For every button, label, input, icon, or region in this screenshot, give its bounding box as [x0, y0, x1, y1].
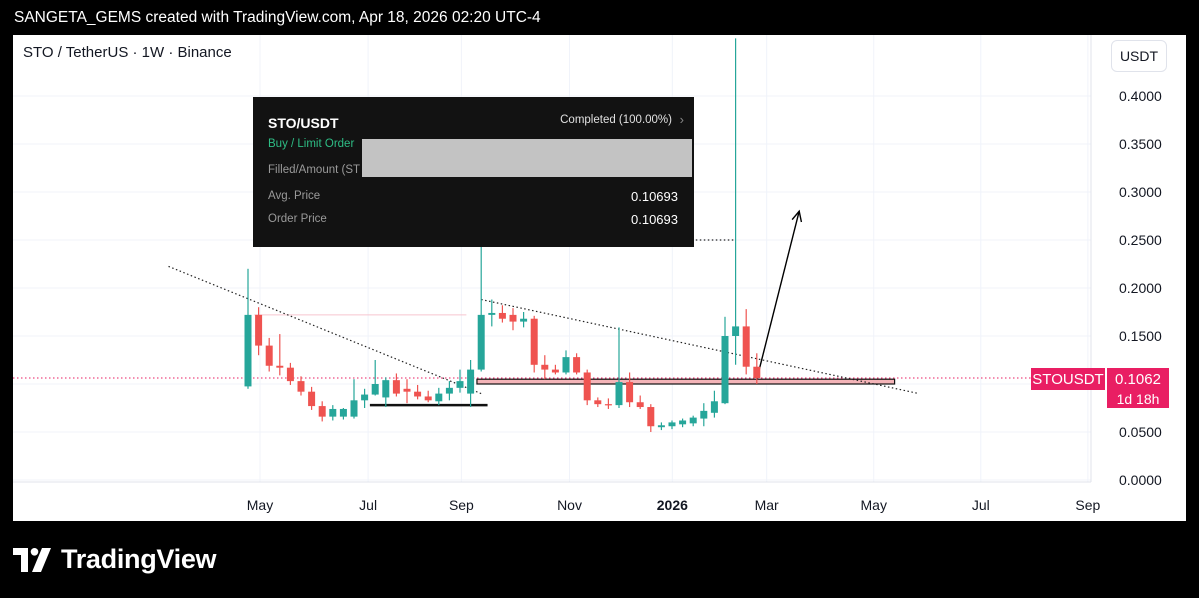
x-tick-label: Nov: [557, 497, 582, 513]
y-tick-label: 0.1500: [1119, 328, 1162, 344]
candle-body: [297, 381, 305, 392]
trendline-dotted: [168, 265, 482, 395]
tradingview-logo-icon: [13, 547, 51, 572]
y-tick-label: 0.2500: [1119, 232, 1162, 248]
last-price-tag: 0.1062: [1107, 368, 1169, 390]
order-pair: STO/USDT: [268, 115, 339, 131]
y-tick-label: 0.4000: [1119, 88, 1162, 104]
candle-body: [615, 382, 623, 406]
candle-body: [636, 402, 644, 408]
candle-body: [445, 387, 453, 394]
candle-body: [361, 394, 369, 401]
candle-body: [467, 369, 475, 394]
candle-body: [541, 364, 549, 370]
candle-body: [679, 420, 687, 425]
avg-price-label: Avg. Price: [268, 190, 321, 202]
candle-body: [435, 393, 443, 402]
candle-body: [382, 380, 390, 398]
x-tick-label: Mar: [755, 497, 779, 513]
tradingview-logo[interactable]: TradingView: [13, 544, 217, 575]
candle-body: [456, 381, 464, 388]
candle-body: [403, 388, 411, 392]
candle-body: [488, 312, 496, 315]
candle-body: [477, 314, 485, 370]
candle-body: [244, 314, 252, 387]
candle-body: [509, 314, 517, 322]
x-tick-label: Sep: [1075, 497, 1100, 513]
candle-body: [498, 312, 506, 319]
order-screenshot-panel: STO/USDT Completed (100.00%) › Buy / Lim…: [253, 97, 694, 247]
x-tick-label: May: [247, 497, 273, 513]
candle-body: [732, 326, 740, 336]
candle-body: [286, 367, 294, 382]
filled-amount-label: Filled/Amount (ST: [268, 164, 361, 176]
candle-body: [604, 404, 612, 406]
x-tick-label: Sep: [449, 497, 474, 513]
order-side: Buy / Limit Order: [268, 138, 355, 150]
candle-body: [414, 391, 422, 397]
candle-body: [276, 365, 284, 368]
candle-body: [689, 417, 697, 424]
order-price-label: Order Price: [268, 213, 327, 225]
candle-body: [668, 422, 676, 427]
candle-body: [742, 326, 750, 367]
candle-body: [626, 382, 634, 403]
y-tick-label: 0.3000: [1119, 184, 1162, 200]
x-tick-label: May: [861, 497, 887, 513]
candle-body: [647, 407, 655, 427]
candle-body: [255, 314, 263, 346]
candle-body: [371, 384, 379, 395]
trendline-dotted: [481, 298, 920, 395]
candle-body: [329, 408, 337, 417]
avg-price-value: 0.10693: [631, 189, 678, 204]
candle-body: [350, 400, 358, 417]
candles-layer: [244, 38, 761, 432]
bar-countdown-tag: 1d 18h: [1107, 389, 1169, 408]
candle-body: [530, 318, 538, 365]
candle-body: [318, 406, 326, 417]
ticker-tag: STOUSDT: [1031, 368, 1105, 390]
candle-body: [657, 425, 665, 428]
y-tick-label: 0.2000: [1119, 280, 1162, 296]
symbol-title: STO / TetherUS · 1W · Binance: [23, 44, 232, 61]
candle-body: [392, 380, 400, 394]
candle-body: [265, 345, 273, 366]
candle-body: [753, 366, 761, 379]
projection-arrow-head: [791, 209, 803, 223]
candle-body: [710, 401, 718, 413]
candle-body: [520, 318, 528, 322]
chart-panel[interactable]: 0.00000.05000.10000.15000.20000.25000.30…: [13, 35, 1186, 521]
x-tick-label: Jul: [359, 497, 377, 513]
candle-body: [594, 400, 602, 405]
x-tick-label: Jul: [972, 497, 990, 513]
projection-arrow: [756, 211, 800, 380]
support-zone-box: [476, 378, 896, 385]
redaction-box: [362, 139, 692, 177]
x-tick-label: 2026: [657, 497, 688, 513]
order-status: Completed (100.00%): [560, 114, 672, 126]
candle-body: [583, 372, 591, 401]
candle-body: [308, 391, 316, 407]
candle-body: [562, 357, 570, 373]
currency-button[interactable]: USDT: [1111, 40, 1167, 72]
candle-body: [551, 369, 559, 373]
y-tick-label: 0.0500: [1119, 424, 1162, 440]
candle-body: [573, 357, 581, 373]
candle-body: [339, 408, 347, 417]
order-price-value: 0.10693: [631, 212, 678, 227]
chart-caption: SANGETA_GEMS created with TradingView.co…: [14, 9, 541, 26]
chevron-right-icon: ›: [679, 112, 684, 127]
tradingview-logo-text: TradingView: [61, 544, 217, 574]
candle-body: [700, 410, 708, 419]
candle-body: [721, 336, 729, 404]
y-tick-label: 0.3500: [1119, 136, 1162, 152]
candle-body: [424, 396, 432, 401]
support-zone-layer: [476, 378, 896, 385]
y-tick-label: 0.0000: [1119, 472, 1162, 488]
